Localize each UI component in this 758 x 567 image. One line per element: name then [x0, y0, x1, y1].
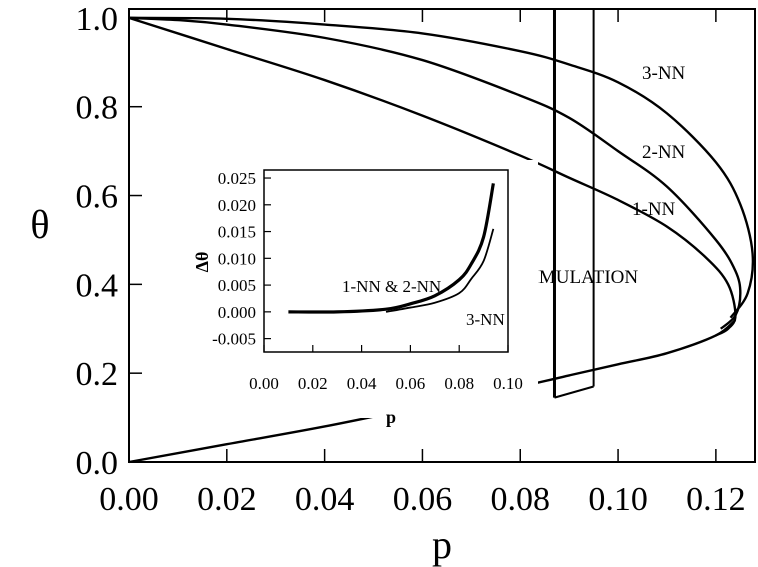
x-tick-label: 0.00: [99, 481, 159, 518]
label-3nn: 3-NN: [642, 63, 686, 84]
inset-axes: 0.00 0.02 0.04 0.06 0.08 0.10 -0.005 0.000 0.005…: [192, 160, 538, 427]
x-tick-label: 0.12: [686, 481, 746, 518]
inset-y-tick-label: -0.005: [212, 330, 256, 349]
inset-series-curve-1nn-2nn: [288, 183, 495, 314]
y-tick-label: 0.2: [76, 356, 119, 393]
main-plot-frame: [128, 8, 756, 463]
inset-x-tick-label: 0.10: [493, 374, 523, 393]
x-tick-label: 0.10: [588, 481, 648, 518]
inset-y-tick-label: 0.015: [218, 223, 256, 242]
label-1nn: 1-NN: [632, 199, 676, 220]
inset-x-tick-label: 0.00: [249, 374, 279, 393]
x-tick-label: 0.04: [295, 481, 355, 518]
y-tick-label: 0.6: [76, 179, 119, 216]
inset-x-tick-label: 0.04: [347, 374, 377, 393]
simulation-bottom-connector: [554, 385, 594, 399]
y-axis-label: θ: [30, 202, 49, 247]
series-curve-3-nn: [128, 16, 755, 319]
inset-x-tick-label: 0.02: [298, 374, 328, 393]
inset-label-3nn: 3-NN: [466, 310, 505, 329]
main-annotations: 3-NN 2-NN 1-NN SIMULATION: [522, 63, 686, 288]
y-tick-label: 0.8: [76, 90, 119, 127]
inset-chart: 0.00 0.02 0.04 0.06 0.08 0.10 -0.005 0.000 0.005…: [192, 160, 538, 427]
x-tick-label: 0.08: [491, 481, 551, 518]
series-curve-2-nn: [128, 16, 742, 330]
main-axes: 0.00 0.02 0.04 0.06 0.08 0.10 0.12 0.0 0.2 0.4 0.6…: [30, 1, 756, 567]
inset-y-axis-label: Δθ: [192, 252, 212, 273]
inset-y-tick-label: 0.025: [218, 169, 256, 188]
inset-x-axis-label: p: [386, 407, 396, 427]
label-2nn: 2-NN: [642, 142, 686, 163]
inset-label-1nn-2nn: 1-NN & 2-NN: [342, 277, 441, 296]
inset-y-tick-label: 0.010: [218, 249, 256, 268]
inset-x-tick-label: 0.06: [396, 374, 426, 393]
inset-plot-frame: [263, 169, 509, 353]
inset-background: [196, 160, 538, 418]
x-tick-label: 0.02: [197, 481, 257, 518]
y-tick-label: 0.0: [76, 445, 119, 482]
y-tick-label: 0.4: [76, 267, 119, 304]
inset-series-curve-3nn: [385, 228, 495, 313]
inset-y-tick-label: 0.000: [218, 303, 256, 322]
x-tick-label: 0.06: [393, 481, 453, 518]
inset-curves: [288, 183, 495, 314]
y-tick-label: 1.0: [76, 1, 119, 38]
inset-y-tick-label: 0.005: [218, 276, 256, 295]
inset-y-tick-label: 0.020: [218, 196, 256, 215]
inset-x-tick-label: 0.08: [444, 374, 474, 393]
x-axis-label: p: [432, 522, 452, 567]
label-simulation: SIMULATION: [522, 267, 638, 288]
